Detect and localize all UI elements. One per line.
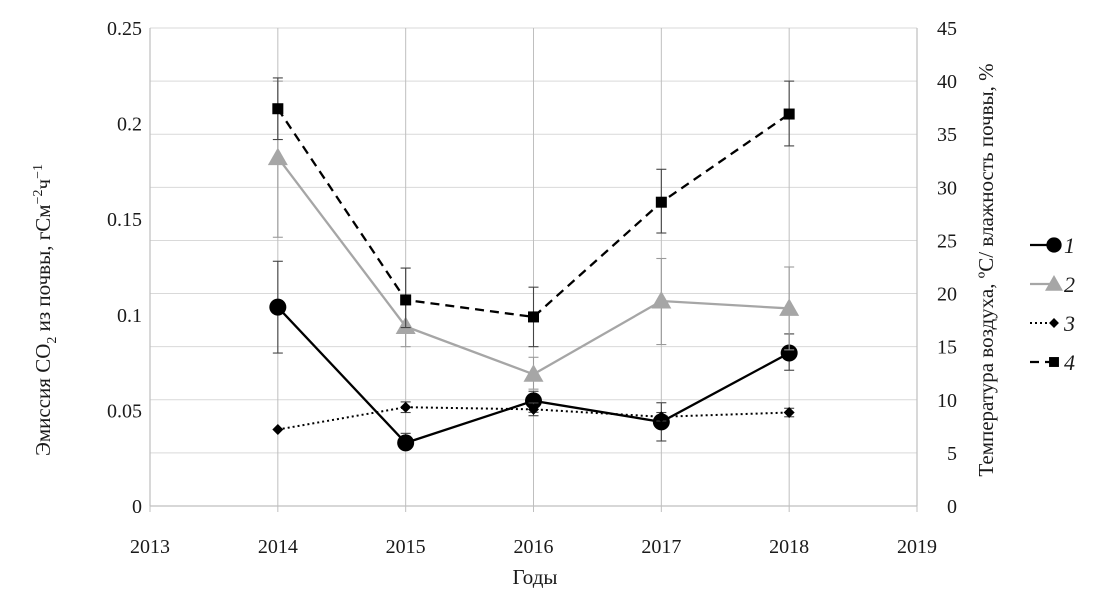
y-left-tick-label-5: 0.25 bbox=[107, 18, 142, 40]
y-right-tick-label-0: 0 bbox=[947, 496, 957, 518]
legend-swatch-marker-4 bbox=[1049, 357, 1059, 367]
legend-item-1: 1 bbox=[1030, 233, 1075, 258]
point-2-3 bbox=[651, 290, 672, 309]
legend-swatch-marker-1 bbox=[1046, 237, 1062, 253]
legend-label-4: 4 bbox=[1064, 350, 1075, 375]
y-left-tick-label-0: 0 bbox=[132, 496, 142, 518]
legend-item-2: 2 bbox=[1030, 272, 1075, 297]
y-left-title-prefix: Эмиссия СО bbox=[31, 344, 55, 456]
x-tick-label-4: 2017 bbox=[641, 536, 681, 558]
x-tick-label-0: 2013 bbox=[130, 536, 170, 558]
y-right-tick-label-7: 35 bbox=[937, 124, 957, 146]
y-left-title-mid: из почвы, гСм bbox=[31, 204, 55, 336]
x-tick-label-5: 2018 bbox=[769, 536, 809, 558]
legend-label-3: 3 bbox=[1063, 311, 1075, 336]
x-tick-labels: 2013 2014 2015 2016 2017 2018 2019 bbox=[130, 536, 937, 558]
point-3-0 bbox=[272, 424, 284, 436]
y-left-axis-title: Эмиссия СО2 из почвы, гСм−2ч−1 bbox=[31, 164, 60, 456]
y-right-tick-label-3: 15 bbox=[937, 337, 957, 359]
x-tick-label-3: 2016 bbox=[514, 536, 554, 558]
series-3 bbox=[272, 401, 795, 436]
y-left-title-sup2: −1 bbox=[31, 164, 46, 179]
y-right-tick-label-2: 10 bbox=[937, 390, 957, 412]
y-left-tick-label-1: 0.05 bbox=[107, 400, 142, 422]
point-4-4 bbox=[783, 108, 795, 120]
series-4 bbox=[272, 77, 795, 348]
x-tick-label-6: 2019 bbox=[897, 536, 937, 558]
series-group bbox=[267, 77, 800, 452]
point-1-1 bbox=[397, 434, 415, 452]
y-left-tick-labels: 0 0.05 0.1 0.15 0.2 0.25 bbox=[107, 18, 142, 518]
point-3-2 bbox=[528, 403, 539, 415]
point-3-4 bbox=[783, 407, 795, 419]
y-left-tick-label-2: 0.1 bbox=[117, 305, 142, 327]
legend-item-4: 4 bbox=[1030, 350, 1075, 375]
y-right-tick-label-1: 5 bbox=[947, 443, 957, 465]
point-3-3 bbox=[655, 411, 667, 423]
series-line-4 bbox=[276, 108, 790, 319]
y-right-tick-label-6: 30 bbox=[937, 177, 957, 199]
point-4-0 bbox=[272, 103, 284, 115]
point-4-2 bbox=[528, 311, 539, 323]
legend-label-1: 1 bbox=[1064, 233, 1075, 258]
point-3-1 bbox=[400, 401, 412, 413]
legend: 1 2 3 4 bbox=[1030, 233, 1075, 375]
y-left-title-sup1: −2 bbox=[31, 189, 46, 204]
axes bbox=[149, 28, 918, 512]
point-1-2 bbox=[525, 392, 542, 410]
y-left-title-mid2: ч bbox=[31, 178, 55, 189]
y-right-axis-title: Температура воздуха, ºС/ влажность почвы… bbox=[974, 63, 998, 476]
y-left-tick-label-3: 0.15 bbox=[107, 209, 142, 231]
legend-swatch-marker-3 bbox=[1049, 318, 1059, 328]
x-tick-label-1: 2014 bbox=[258, 536, 298, 558]
y-left-title-sub: 2 bbox=[45, 337, 60, 344]
legend-item-3: 3 bbox=[1030, 311, 1075, 336]
point-2-2 bbox=[523, 364, 544, 382]
y-left-tick-label-4: 0.2 bbox=[117, 114, 142, 136]
x-tick-label-2: 2015 bbox=[386, 536, 426, 558]
y-right-tick-labels: 0 5 10 15 20 25 30 35 40 45 bbox=[937, 18, 957, 518]
point-2-0 bbox=[267, 147, 288, 166]
series-line-3 bbox=[277, 406, 790, 431]
y-right-tick-label-9: 45 bbox=[937, 18, 957, 40]
point-4-3 bbox=[655, 196, 667, 208]
x-axis-title: Годы bbox=[513, 565, 558, 589]
y-right-tick-label-5: 25 bbox=[937, 230, 957, 252]
legend-label-2: 2 bbox=[1064, 272, 1075, 297]
point-4-1 bbox=[400, 294, 412, 306]
point-2-4 bbox=[779, 298, 800, 316]
y-right-tick-label-8: 40 bbox=[937, 71, 957, 93]
legend-swatch-marker-2 bbox=[1045, 275, 1063, 291]
point-1-0 bbox=[269, 298, 287, 316]
point-1-4 bbox=[780, 344, 798, 362]
y-right-tick-label-4: 20 bbox=[937, 284, 957, 306]
series-2 bbox=[267, 80, 800, 390]
